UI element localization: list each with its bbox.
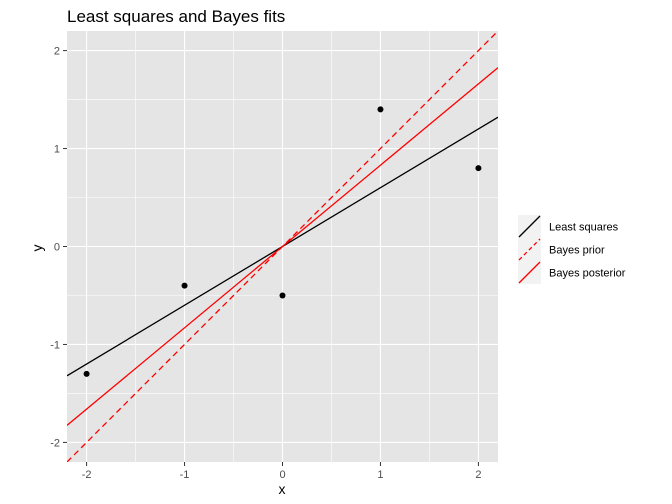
- x-tick-label: 1: [377, 469, 383, 481]
- fit-line-bayes-posterior: [67, 67, 498, 426]
- fit-lines: [67, 31, 498, 462]
- chart-title: Least squares and Bayes fits: [67, 7, 285, 26]
- legend-key-bayes-prior: [518, 238, 541, 261]
- x-tick-label: 2: [475, 469, 481, 481]
- data-point: [83, 370, 90, 377]
- x-tick-label: -1: [180, 469, 190, 481]
- y-axis-ticks: -2 -1 0 1 2: [50, 46, 67, 449]
- data-point: [181, 282, 188, 289]
- y-tick-label: 2: [54, 46, 60, 58]
- legend-label: Least squares: [549, 222, 619, 234]
- legend: Least squares Bayes prior Bayes posterior: [518, 215, 626, 284]
- x-axis-label: x: [279, 481, 286, 497]
- y-tick-label: -1: [50, 339, 60, 351]
- data-points: [83, 106, 482, 377]
- legend-key-least-squares: [518, 215, 541, 238]
- x-axis-ticks: -2 -1 0 1 2: [82, 462, 481, 481]
- legend-label: Bayes posterior: [549, 268, 626, 280]
- y-axis-label: y: [29, 245, 45, 252]
- x-tick-label: 0: [279, 469, 285, 481]
- x-tick-label: -2: [82, 469, 92, 481]
- legend-key-bayes-posterior: [518, 261, 541, 284]
- y-tick-label: 0: [54, 242, 60, 254]
- data-point: [475, 165, 482, 172]
- data-point: [377, 106, 384, 113]
- legend-label: Bayes prior: [549, 245, 605, 257]
- y-tick-label: 1: [54, 144, 60, 156]
- y-tick-label: -2: [50, 437, 60, 449]
- data-point: [279, 292, 286, 299]
